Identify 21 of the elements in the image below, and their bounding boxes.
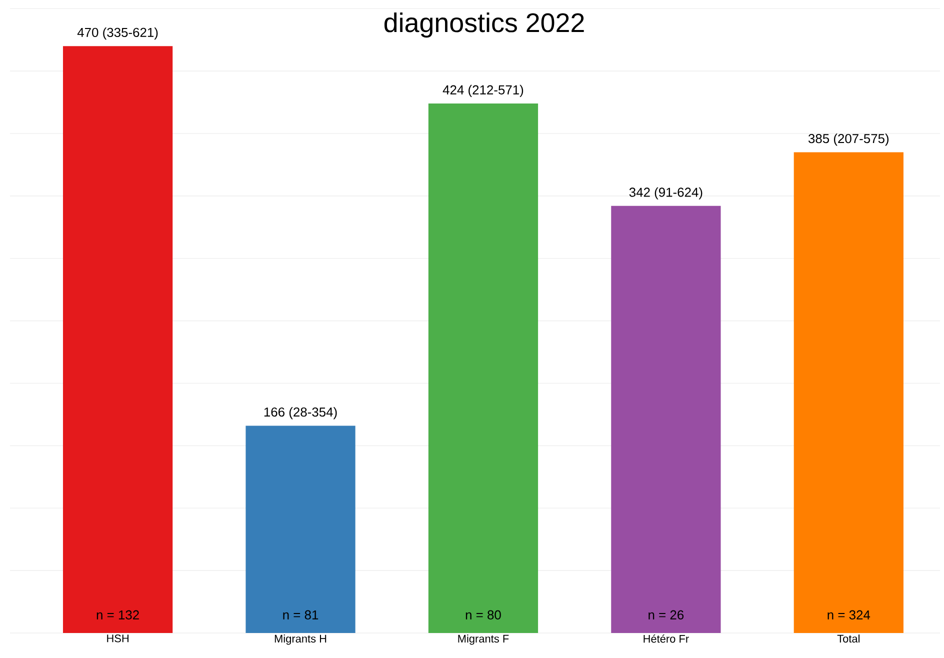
- bar: [428, 104, 538, 633]
- data-label: 470 (335-621): [77, 27, 158, 40]
- x-tick-label: Hétéro Fr: [644, 634, 689, 643]
- x-tick-label: Total: [837, 634, 860, 643]
- annotation: n = 26: [648, 610, 684, 620]
- annotation: n = 81: [283, 610, 318, 620]
- data-label: 385 (207-575): [808, 134, 889, 146]
- bar: [611, 206, 721, 633]
- annotation: n = 324: [828, 610, 870, 620]
- annotation: n = 80: [466, 610, 501, 620]
- data-label: 166 (28-354): [264, 407, 337, 420]
- bar: [62, 46, 173, 633]
- x-tick-label: Migrants F: [458, 634, 509, 645]
- chart-title: diagnostics 2022: [384, 12, 584, 38]
- bar: [246, 426, 356, 633]
- annotation: n = 132: [96, 610, 139, 620]
- data-label: 424 (212-571): [442, 84, 524, 98]
- bar: [794, 152, 904, 633]
- data-label: 342 (91-624): [629, 187, 702, 200]
- x-tick-label: HSH: [107, 634, 128, 642]
- x-tick-label: Migrants H: [274, 634, 326, 645]
